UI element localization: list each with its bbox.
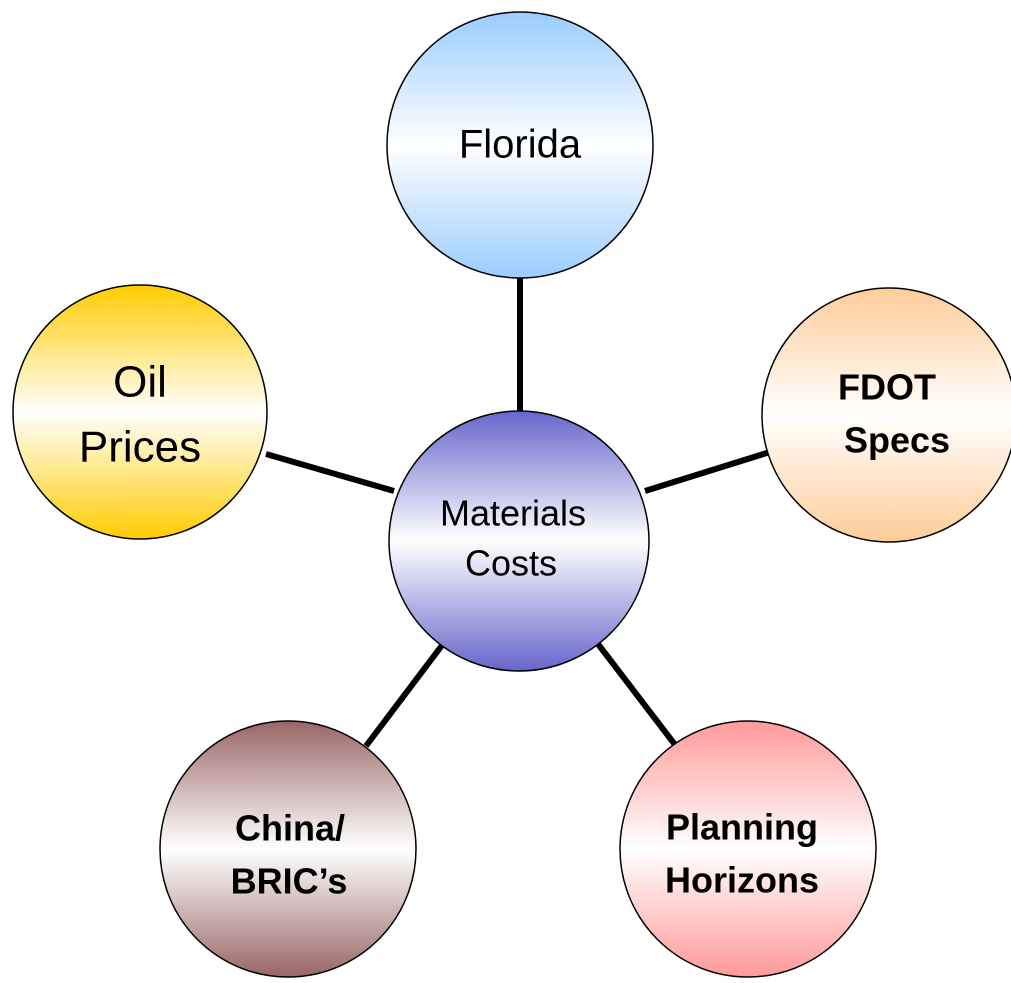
node-circle: [388, 410, 650, 672]
node-label: BRIC’s: [231, 861, 348, 902]
edge: [265, 451, 395, 494]
node-circle: [12, 284, 268, 540]
node-label: China/: [235, 808, 345, 849]
node-label: Materials: [440, 493, 586, 534]
node-label: FDOT: [838, 367, 936, 408]
node-circle: [761, 287, 1011, 543]
edge: [644, 449, 771, 494]
node-label: Prices: [79, 423, 201, 472]
node-label: Costs: [465, 543, 557, 584]
node-label: Florida: [459, 123, 582, 167]
node-circle: [159, 720, 417, 978]
node-label: Specs: [844, 420, 950, 461]
node-circle: [386, 11, 654, 279]
node-circle: [619, 720, 877, 978]
node-label: Horizons: [665, 860, 819, 901]
edge: [363, 642, 446, 748]
node-label: Oil: [113, 358, 167, 407]
edge: [595, 642, 679, 748]
node-label: Planning: [666, 807, 818, 848]
